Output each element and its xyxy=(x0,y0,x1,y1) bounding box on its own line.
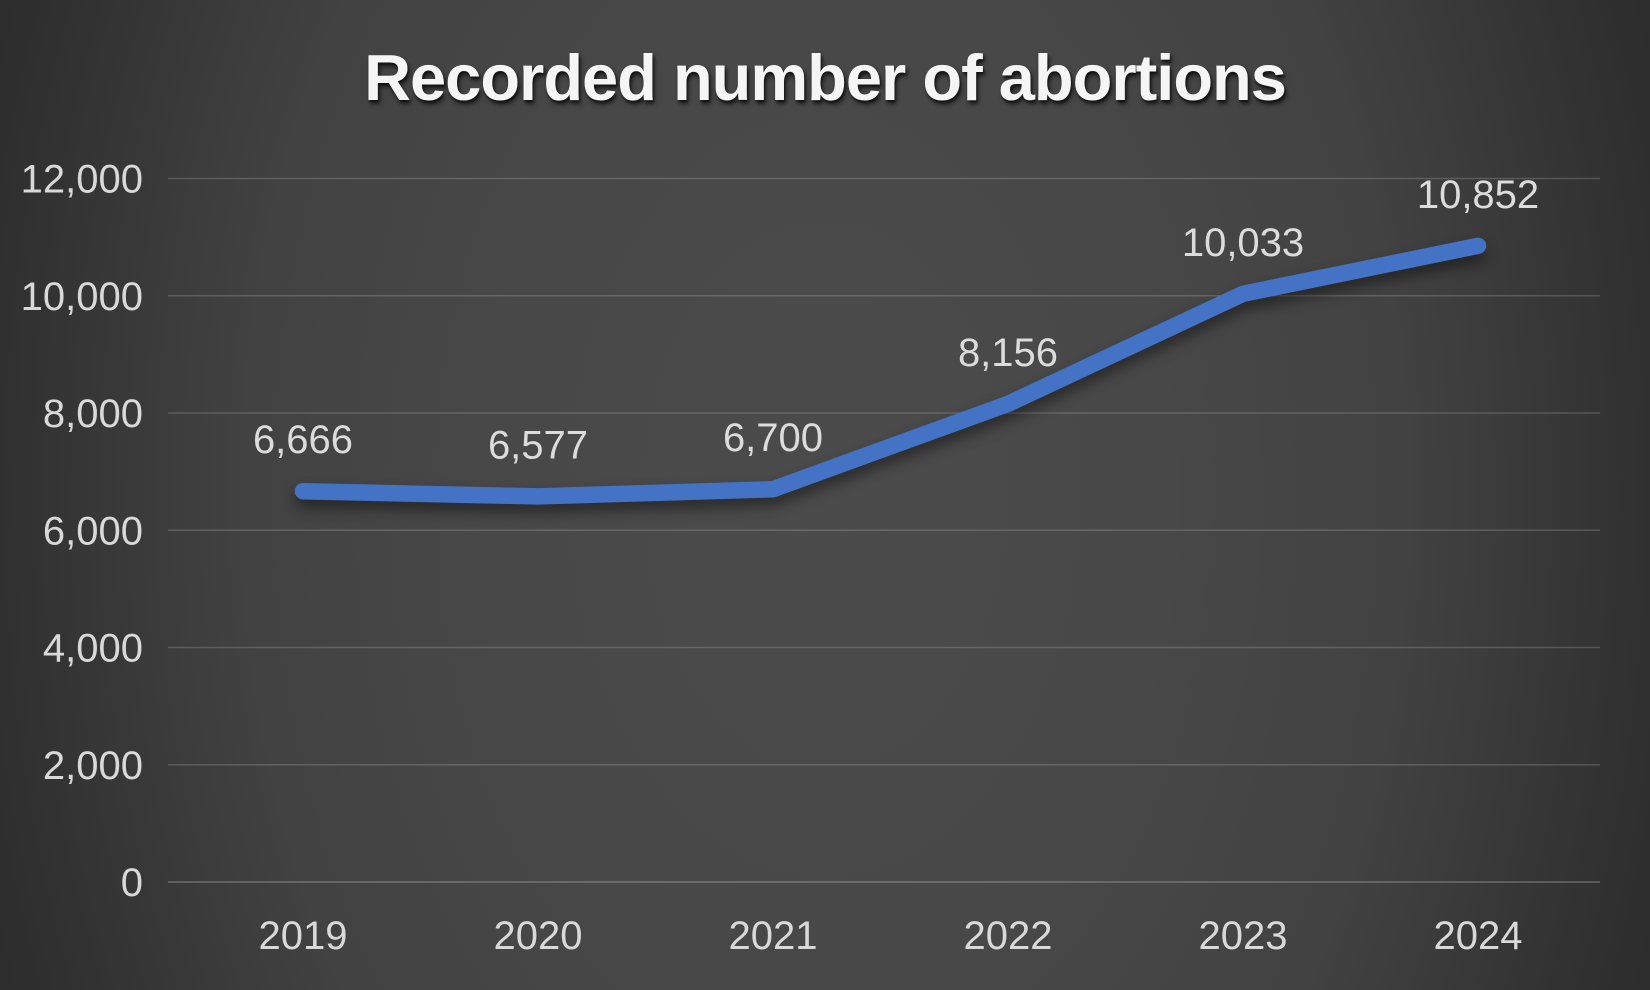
data-point-label: 10,033 xyxy=(1182,221,1304,265)
data-point-label: 8,156 xyxy=(958,331,1058,375)
data-point-label: 6,666 xyxy=(253,418,353,462)
x-axis-category-label: 2022 xyxy=(964,914,1053,958)
x-axis-category-label: 2023 xyxy=(1199,914,1288,958)
series-line xyxy=(294,237,1487,505)
x-axis-category-label: 2020 xyxy=(494,914,583,958)
data-point-label: 10,852 xyxy=(1417,173,1539,217)
y-axis-tick-label: 2,000 xyxy=(43,744,143,788)
y-axis-tick-label: 0 xyxy=(121,861,143,905)
data-point-label: 6,700 xyxy=(723,416,823,460)
y-axis-tick-label: 12,000 xyxy=(21,158,143,202)
y-axis-tick-label: 4,000 xyxy=(43,627,143,671)
y-axis-tick-label: 8,000 xyxy=(43,392,143,436)
data-point-label: 6,577 xyxy=(488,423,588,467)
chart-title: Recorded number of abortions xyxy=(364,41,1287,114)
x-axis-category-label: 2019 xyxy=(259,914,348,958)
x-axis-category-label: 2021 xyxy=(729,914,818,958)
x-axis-category-label: 2024 xyxy=(1434,914,1523,958)
y-axis-tick-label: 6,000 xyxy=(43,509,143,553)
y-axis-tick-label: 10,000 xyxy=(21,275,143,319)
